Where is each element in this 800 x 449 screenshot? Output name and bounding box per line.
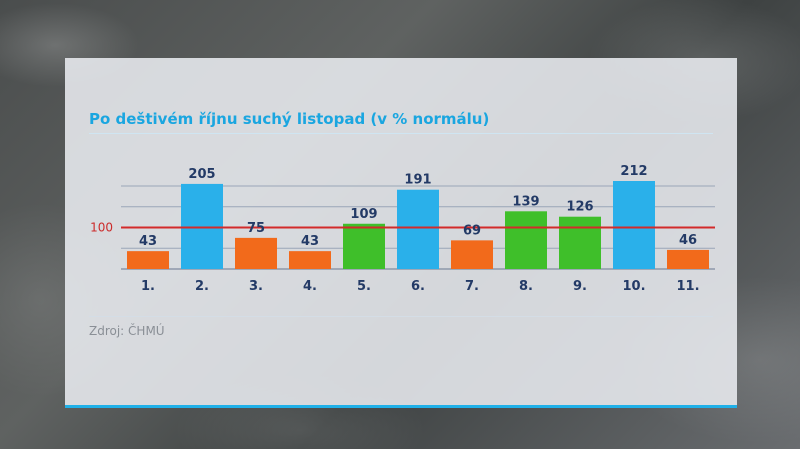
value-label: 43 — [139, 234, 157, 249]
value-label: 75 — [247, 221, 265, 236]
value-label: 46 — [679, 233, 697, 248]
bar-4 — [289, 251, 331, 269]
source-divider — [89, 316, 713, 317]
bar-1 — [127, 251, 169, 269]
bar-2 — [181, 183, 223, 269]
reference-line-label: 100 — [90, 220, 113, 234]
category-label: 11. — [676, 279, 699, 294]
bar-6 — [397, 189, 439, 269]
category-label: 8. — [519, 279, 533, 294]
title-divider — [89, 133, 713, 134]
category-label: 10. — [622, 279, 645, 294]
category-label: 1. — [141, 279, 155, 294]
value-label: 139 — [512, 194, 539, 209]
category-label: 9. — [573, 279, 587, 294]
bar-10 — [613, 181, 655, 269]
bar-5 — [343, 223, 385, 269]
value-label: 212 — [620, 164, 647, 179]
reference-line-group: 100 — [90, 220, 715, 234]
value-label: 109 — [350, 207, 377, 222]
chart-title: Po deštivém říjnu suchý listopad (v % no… — [89, 110, 490, 128]
value-label: 69 — [463, 223, 481, 238]
chart-panel: Po deštivém říjnu suchý listopad (v % no… — [65, 58, 737, 408]
value-label: 43 — [301, 234, 319, 249]
bar-11 — [667, 249, 709, 269]
value-label: 126 — [566, 200, 593, 215]
category-label: 7. — [465, 279, 479, 294]
value-label: 191 — [404, 173, 431, 188]
category-label: 4. — [303, 279, 317, 294]
source-note: Zdroj: ČHMÚ — [89, 324, 165, 338]
category-label: 2. — [195, 279, 209, 294]
value-labels: 43 205 75 43 109 191 69 139 126 212 46 — [139, 164, 697, 249]
bar-chart: 100 43 205 75 43 109 191 69 139 126 212 46 1. 2. 3. 4… — [90, 164, 715, 294]
category-label: 5. — [357, 279, 371, 294]
bar-7 — [451, 240, 493, 269]
category-label: 3. — [249, 279, 263, 294]
bars — [127, 181, 709, 269]
category-label: 6. — [411, 279, 425, 294]
bar-8 — [505, 211, 547, 269]
bar-3 — [235, 237, 277, 269]
bar-9 — [559, 216, 601, 269]
category-labels: 1. 2. 3. 4. 5. 6. 7. 8. 9. 10. 11. — [141, 279, 700, 294]
value-label: 205 — [188, 167, 215, 182]
